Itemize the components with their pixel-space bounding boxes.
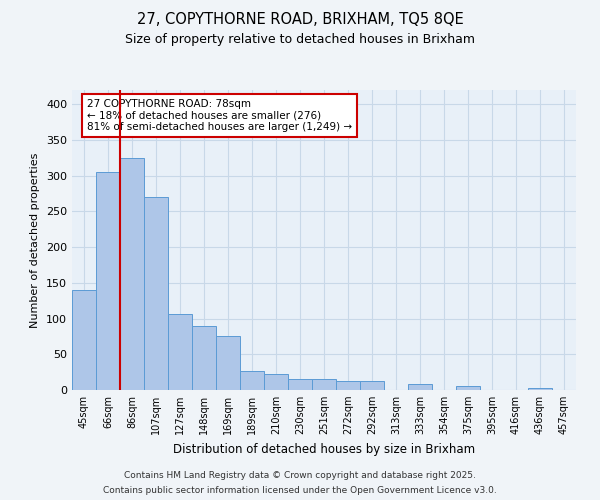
Bar	[168, 314, 192, 390]
Bar	[120, 158, 144, 390]
Bar	[456, 386, 480, 390]
Bar	[96, 172, 120, 390]
Bar	[240, 370, 264, 390]
Bar	[360, 380, 384, 390]
Bar	[408, 384, 432, 390]
Bar	[144, 197, 168, 390]
Text: Size of property relative to detached houses in Brixham: Size of property relative to detached ho…	[125, 32, 475, 46]
Text: Contains HM Land Registry data © Crown copyright and database right 2025.: Contains HM Land Registry data © Crown c…	[124, 471, 476, 480]
Bar	[72, 290, 96, 390]
Bar	[312, 380, 336, 390]
Bar	[528, 388, 552, 390]
Bar	[264, 374, 288, 390]
Bar	[288, 380, 312, 390]
Bar	[216, 336, 240, 390]
Bar	[192, 326, 216, 390]
X-axis label: Distribution of detached houses by size in Brixham: Distribution of detached houses by size …	[173, 442, 475, 456]
Y-axis label: Number of detached properties: Number of detached properties	[31, 152, 40, 328]
Bar	[336, 380, 360, 390]
Text: 27, COPYTHORNE ROAD, BRIXHAM, TQ5 8QE: 27, COPYTHORNE ROAD, BRIXHAM, TQ5 8QE	[137, 12, 463, 28]
Text: Contains public sector information licensed under the Open Government Licence v3: Contains public sector information licen…	[103, 486, 497, 495]
Text: 27 COPYTHORNE ROAD: 78sqm
← 18% of detached houses are smaller (276)
81% of semi: 27 COPYTHORNE ROAD: 78sqm ← 18% of detac…	[87, 99, 352, 132]
